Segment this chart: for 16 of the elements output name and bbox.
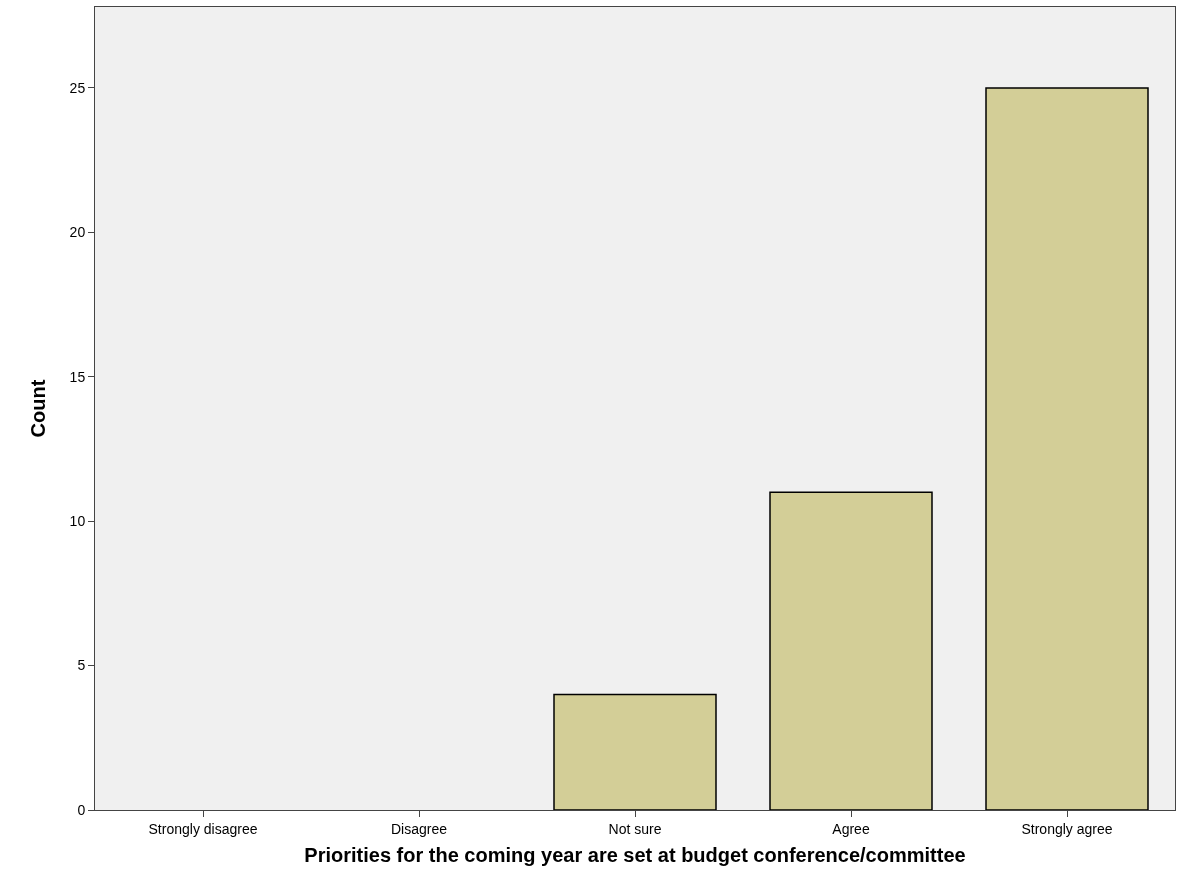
x-tick-label: Not sure bbox=[608, 820, 662, 837]
y-tick-label: 5 bbox=[77, 657, 86, 674]
bar bbox=[985, 87, 1149, 810]
x-tick-label: Strongly agree bbox=[1021, 820, 1113, 837]
bar bbox=[769, 491, 933, 810]
x-tick-label: Agree bbox=[832, 820, 870, 837]
bar bbox=[553, 693, 717, 810]
x-axis-title: Priorities for the coming year are set at budget conference/committee bbox=[304, 844, 966, 867]
y-tick-label: 20 bbox=[69, 224, 86, 241]
y-tick-label: 25 bbox=[69, 79, 86, 96]
y-tick-label: 0 bbox=[77, 801, 86, 818]
y-tick-label: 15 bbox=[69, 368, 86, 385]
y-axis-title: Count bbox=[27, 379, 50, 438]
x-tick-label: Strongly disagree bbox=[148, 820, 258, 837]
x-tick-label: Disagree bbox=[390, 820, 448, 837]
y-tick-label: 10 bbox=[69, 513, 86, 530]
